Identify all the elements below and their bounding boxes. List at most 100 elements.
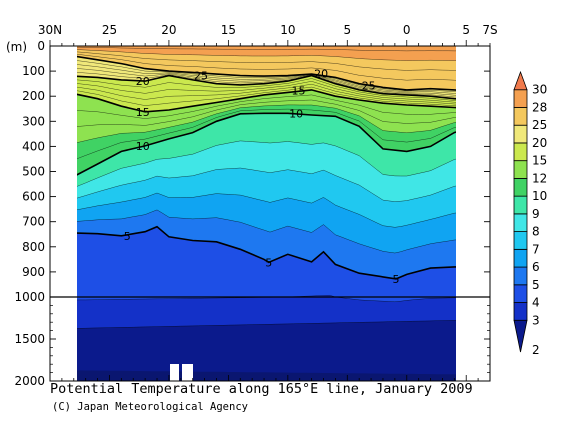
colorbar-segment — [513, 160, 528, 179]
isotherm-thin — [77, 192, 456, 228]
colorbar-segment — [513, 124, 528, 144]
colorbar-tick-label: 5 — [532, 278, 540, 292]
y-axis-unit-label: (m) — [6, 40, 27, 54]
x-tick-label: 10 — [280, 23, 295, 37]
contour-label: 5 — [265, 256, 272, 269]
missing-data-block — [182, 364, 193, 381]
y-tick-label: 600 — [22, 190, 45, 204]
contour-label: 20 — [136, 75, 150, 88]
colorbar-tick-label: 2 — [532, 343, 540, 357]
plot-frame — [49, 45, 491, 382]
temperature-bands — [77, 46, 456, 381]
isotherm-20 — [77, 74, 456, 100]
isotherm-thin — [77, 46, 456, 52]
y-axis-ticks — [50, 45, 490, 382]
missing-data-block — [170, 364, 179, 381]
isotherm-thin — [77, 60, 456, 93]
colorbar-segment — [513, 302, 528, 321]
colorbar-segment — [513, 319, 528, 353]
isotherm-thin — [77, 64, 456, 94]
colorbar-segment — [513, 284, 528, 303]
colorbar-segment — [513, 231, 528, 250]
isotherm-thin — [77, 99, 456, 127]
isotherm-thin — [77, 140, 456, 187]
y-tick-label: 2000 — [14, 374, 45, 388]
colorbar-segment — [513, 177, 528, 197]
contour-label: 25 — [194, 70, 208, 83]
x-axis-tick-labels: 30N 25 20 15 10 5 0 5 7S — [38, 23, 498, 37]
isotherm-thin — [77, 49, 456, 61]
x-tick-label: 5 — [462, 23, 470, 37]
x-tick-label: 7S — [482, 23, 497, 37]
x-tick-label: 20 — [161, 23, 176, 37]
colorbar-tick-label: 4 — [532, 296, 540, 310]
contour-label: 15 — [136, 106, 150, 119]
colorbar-segment — [513, 89, 528, 108]
colorbar-tick-label: 15 — [532, 154, 547, 168]
colorbar — [513, 70, 528, 353]
contour-label: 15 — [292, 85, 306, 98]
contour-label: 5 — [393, 273, 400, 286]
isotherm-thin — [77, 320, 456, 329]
y-tick-label: 800 — [22, 240, 45, 254]
colorbar-tick-label: 9 — [532, 207, 540, 221]
isotherm-thin — [77, 94, 456, 119]
colorbar-tick-labels: 2 3 4 5 6 7 8 9 10 12 15 20 25 28 30 — [532, 83, 547, 357]
isotherm-thin — [77, 68, 456, 96]
colorbar-tick-label: 20 — [532, 136, 547, 150]
y-axis-tick-labels: 0 100 200 300 400 500 600 700 800 900 1000 1500 2000 — [14, 39, 45, 388]
x-tick-label: 0 — [403, 23, 411, 37]
colorbar-tick-label: 25 — [532, 118, 547, 132]
contour-label: 20 — [314, 68, 328, 81]
colorbar-segment — [513, 107, 528, 126]
chart-credit: (C) Japan Meteorological Agency — [52, 401, 248, 413]
colorbar-tick-label: 3 — [532, 313, 540, 327]
colorbar-tick-label: 28 — [532, 100, 547, 114]
contour-label: 10 — [289, 107, 303, 120]
y-tick-label: 1000 — [14, 290, 45, 304]
isotherm-5 — [77, 225, 456, 280]
x-tick-label: 30N — [38, 23, 62, 37]
y-tick-label: 700 — [22, 215, 45, 229]
isotherm-15 — [77, 89, 456, 113]
isotherm-thin — [77, 86, 456, 107]
isotherm-thin — [77, 81, 456, 103]
colorbar-segment — [513, 266, 528, 286]
colorbar-tick-label: 7 — [532, 242, 540, 256]
y-tick-label: 200 — [22, 89, 45, 103]
colorbar-tick-label: 30 — [532, 83, 547, 97]
colorbar-segment — [513, 195, 528, 215]
contour-label: 10 — [136, 140, 150, 153]
x-tick-label: 5 — [343, 23, 351, 37]
y-tick-label: 900 — [22, 265, 45, 279]
colorbar-tick-label: 8 — [532, 225, 540, 239]
colorbar-segment — [513, 142, 528, 162]
y-tick-label: 1500 — [14, 332, 45, 346]
isotherm-thin — [77, 72, 456, 98]
isotherm-thin — [77, 167, 456, 202]
isotherm-thin — [77, 104, 456, 143]
colorbar-segment — [513, 70, 528, 91]
isotherm-thin — [77, 51, 456, 71]
isotherm-thin — [77, 108, 456, 159]
contour-label: 25 — [362, 80, 376, 93]
y-tick-label: 400 — [22, 139, 45, 153]
y-tick-label: 0 — [37, 39, 45, 53]
isotherm-thin — [77, 53, 456, 81]
colorbar-tick-label: 12 — [532, 171, 547, 185]
isotherm-thin — [77, 83, 456, 105]
isotherm-thin — [77, 209, 456, 254]
y-tick-label: 100 — [22, 64, 45, 78]
isotherm-25 — [77, 55, 456, 91]
band-28 — [77, 46, 456, 61]
contour-label: 5 — [124, 230, 131, 243]
isotherm-thin — [77, 78, 456, 101]
y-tick-label: 300 — [22, 114, 45, 128]
x-axis-ticks — [49, 40, 491, 381]
colorbar-tick-label: 10 — [532, 189, 547, 203]
y-tick-label: 500 — [22, 165, 45, 179]
colorbar-segment — [513, 213, 528, 233]
colorbar-segment — [513, 248, 528, 268]
x-tick-label: 15 — [221, 23, 236, 37]
